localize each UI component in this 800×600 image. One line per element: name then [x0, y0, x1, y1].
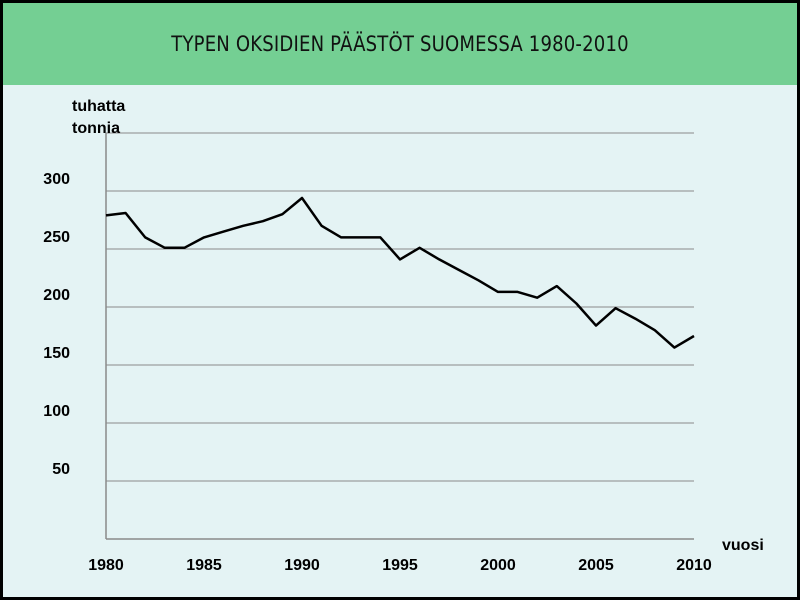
x-tick-label: 2010	[676, 557, 712, 574]
chart-title: TYPEN OKSIDIEN PÄÄSTÖT SUOMESSA 1980-201…	[171, 32, 629, 56]
y-axis-title-line1: tuhatta	[72, 98, 125, 115]
x-axis-title: vuosi	[722, 537, 764, 554]
x-tick-label: 2000	[480, 557, 516, 574]
series-line-nox	[105, 196, 695, 349]
x-tick-label: 1990	[284, 557, 320, 574]
y-axis-title-line2: tonnia	[72, 120, 120, 137]
chart-frame: TYPEN OKSIDIEN PÄÄSTÖT SUOMESSA 1980-201…	[3, 3, 797, 597]
y-tick-label: 100	[43, 403, 70, 420]
chart-svg: 50 100 150 200 250 300 1980 1985 1990 1995 2000 200…	[43, 98, 764, 574]
y-tick-label: 250	[43, 229, 70, 246]
x-tick-label: 2005	[578, 557, 614, 574]
x-tick-label: 1980	[88, 557, 124, 574]
x-tick-label: 1995	[382, 557, 418, 574]
y-tick-label: 50	[52, 461, 70, 478]
y-tick-label: 300	[43, 171, 70, 188]
y-tick-label: 150	[43, 345, 70, 362]
x-tick-label: 1985	[186, 557, 222, 574]
title-band: TYPEN OKSIDIEN PÄÄSTÖT SUOMESSA 1980-201…	[3, 3, 797, 85]
y-tick-label: 200	[43, 287, 70, 304]
